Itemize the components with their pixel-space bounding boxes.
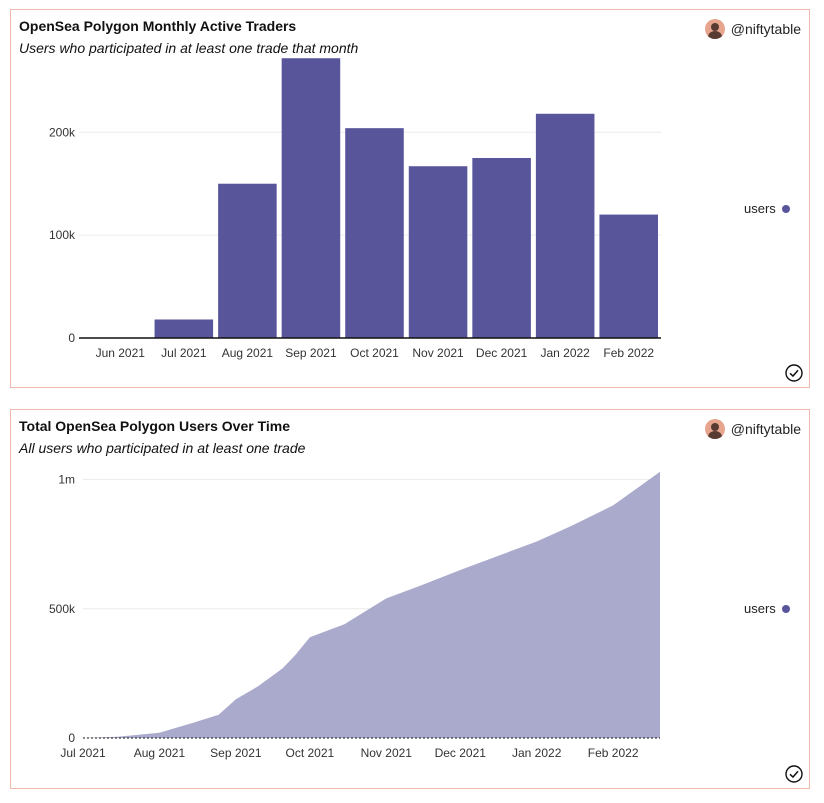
monthly-traders-card: OpenSea Polygon Monthly Active Traders U… xyxy=(10,9,810,388)
chart-subtitle: Users who participated in at least one t… xyxy=(19,40,359,56)
author-handle: @niftytable xyxy=(730,421,801,437)
y-tick-label: 100k xyxy=(49,228,76,242)
chart-legend[interactable]: users xyxy=(744,601,790,616)
x-tick-label: Jun 2021 xyxy=(96,346,146,360)
x-tick-label: Feb 2022 xyxy=(603,346,654,360)
user-avatar-icon xyxy=(704,419,725,439)
author-handle: @niftytable xyxy=(730,21,801,37)
chart-title: Total OpenSea Polygon Users Over Time xyxy=(19,418,291,434)
x-tick-label: Jul 2021 xyxy=(60,746,106,760)
x-tick-label: Aug 2021 xyxy=(222,346,274,360)
y-tick-label: 0 xyxy=(68,731,75,745)
legend-dot-icon xyxy=(781,604,790,613)
chart-legend[interactable]: users xyxy=(744,201,790,216)
x-tick-label: Dec 2021 xyxy=(435,746,487,760)
user-avatar-icon xyxy=(704,19,725,39)
total-users-card: Total OpenSea Polygon Users Over Time Al… xyxy=(10,409,810,789)
bar xyxy=(408,166,468,338)
bar xyxy=(281,58,341,338)
x-tick-label: Nov 2021 xyxy=(412,346,464,360)
x-tick-label: Jul 2021 xyxy=(161,346,207,360)
chart-subtitle: All users who participated in at least o… xyxy=(19,440,306,456)
y-tick-label: 1m xyxy=(58,473,75,487)
bar xyxy=(599,214,658,338)
bar xyxy=(345,128,404,338)
bar xyxy=(472,158,531,338)
check-circle-icon[interactable] xyxy=(785,364,803,382)
check-circle-icon[interactable] xyxy=(785,765,803,783)
x-tick-label: Jan 2022 xyxy=(540,346,590,360)
legend-label: users xyxy=(744,601,776,616)
legend-dot-icon xyxy=(781,204,790,213)
area-series xyxy=(83,471,660,738)
x-tick-label: Sep 2021 xyxy=(285,346,337,360)
legend-label: users xyxy=(744,201,776,216)
bar-chart: 0 100k 200k Jun 2021 Jul 2021 Aug 2021 Sep 202… xyxy=(49,58,661,360)
x-tick-label: Jan 2022 xyxy=(512,746,562,760)
x-tick-label: Sep 2021 xyxy=(210,746,262,760)
x-tick-label: Dec 2021 xyxy=(476,346,528,360)
x-tick-label: Aug 2021 xyxy=(134,746,186,760)
bar xyxy=(218,183,277,338)
x-tick-label: Oct 2021 xyxy=(350,346,399,360)
y-tick-label: 200k xyxy=(49,125,76,139)
x-tick-label: Oct 2021 xyxy=(286,746,335,760)
bar xyxy=(154,319,214,338)
y-tick-label: 500k xyxy=(49,602,76,616)
x-tick-label: Nov 2021 xyxy=(361,746,413,760)
author-link[interactable]: @niftytable xyxy=(704,419,801,439)
x-tick-label: Feb 2022 xyxy=(588,746,639,760)
bar xyxy=(535,113,595,339)
author-link[interactable]: @niftytable xyxy=(704,19,801,39)
chart-title: OpenSea Polygon Monthly Active Traders xyxy=(19,18,297,34)
y-tick-label: 0 xyxy=(68,331,75,345)
area-chart: 0 500k 1m Jul 2021 Aug 2021 Sep 2021 Oct 2021 N… xyxy=(49,471,660,760)
